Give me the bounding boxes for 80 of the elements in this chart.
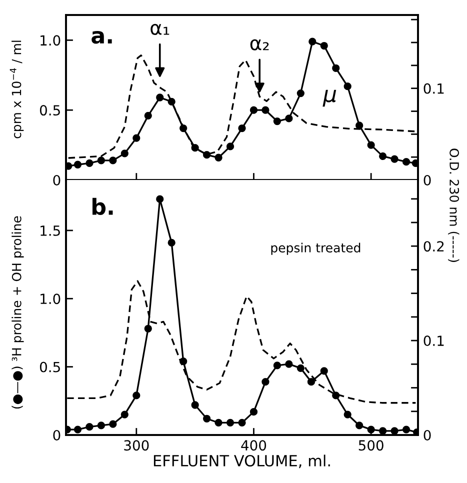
point bbox=[307, 378, 316, 386]
point bbox=[273, 362, 282, 370]
point bbox=[367, 426, 375, 434]
point bbox=[344, 410, 352, 418]
point bbox=[320, 367, 328, 375]
x-tick-label: 300 bbox=[124, 440, 149, 451]
point bbox=[402, 158, 410, 166]
point bbox=[226, 142, 234, 150]
point bbox=[156, 195, 164, 203]
y2-tick-label: 0 bbox=[424, 430, 431, 440]
y2-tick-label: 0 bbox=[424, 174, 431, 186]
y-tick-label: 1.0 bbox=[40, 294, 60, 304]
x-tick-label: 500 bbox=[358, 440, 384, 451]
point bbox=[168, 238, 176, 247]
point bbox=[120, 150, 128, 158]
point bbox=[132, 134, 140, 142]
annotation: α₁ bbox=[150, 24, 170, 35]
point bbox=[332, 392, 340, 400]
point bbox=[109, 420, 117, 428]
point bbox=[202, 414, 211, 422]
point bbox=[402, 426, 410, 434]
point bbox=[320, 42, 328, 50]
annotation: α₂ bbox=[250, 39, 269, 50]
x-tick-label: 400 bbox=[241, 440, 266, 451]
y-tick-label: 1.5 bbox=[40, 226, 60, 236]
x-axis-title: EFFLUENT VOLUME, ml. bbox=[154, 454, 330, 468]
point bbox=[86, 159, 94, 168]
point bbox=[238, 124, 246, 132]
point bbox=[378, 152, 387, 160]
y2-tick-label: 0.1 bbox=[424, 83, 444, 94]
annotation: pepsin treated bbox=[271, 242, 360, 255]
point bbox=[214, 154, 222, 162]
point bbox=[214, 418, 222, 427]
point bbox=[109, 156, 117, 164]
y-tick-label: 1.0 bbox=[40, 35, 60, 46]
point bbox=[308, 38, 316, 46]
y2-tick-label: 0.2 bbox=[424, 241, 444, 252]
point bbox=[296, 89, 304, 98]
point bbox=[132, 392, 140, 400]
annotation: a. bbox=[92, 30, 112, 44]
y2-axis-title: O.D. 230 nm (-----) bbox=[448, 148, 460, 262]
point bbox=[97, 422, 106, 430]
y-tick-label: 0.5 bbox=[40, 105, 60, 116]
point bbox=[86, 423, 94, 431]
point bbox=[285, 114, 293, 122]
point bbox=[97, 156, 106, 164]
point bbox=[250, 106, 258, 114]
point bbox=[356, 122, 364, 130]
point bbox=[202, 151, 211, 159]
y2-tick-label: 0.1 bbox=[424, 336, 444, 346]
y-tick-label: 0.5 bbox=[40, 362, 60, 372]
point bbox=[156, 94, 164, 102]
point bbox=[390, 427, 398, 435]
point bbox=[74, 160, 82, 168]
point bbox=[191, 401, 199, 409]
point bbox=[262, 378, 270, 386]
point bbox=[344, 82, 352, 90]
point bbox=[273, 117, 282, 126]
point bbox=[238, 418, 246, 427]
y-tick-label: 0 bbox=[53, 430, 60, 440]
y-axis-title: cpm x 10$^{−4}$ / ml bbox=[10, 40, 24, 138]
annotation: μ bbox=[322, 90, 336, 107]
point bbox=[120, 410, 128, 418]
point bbox=[356, 422, 364, 430]
y-axis-title: (●—●) ³H proline + OH proline bbox=[12, 216, 24, 409]
point bbox=[285, 360, 293, 368]
point bbox=[226, 418, 234, 427]
point bbox=[367, 141, 375, 149]
point bbox=[390, 155, 398, 163]
point bbox=[144, 112, 152, 120]
y-tick-label: 0 bbox=[53, 174, 60, 186]
annotation: b. bbox=[92, 198, 113, 216]
point bbox=[378, 427, 387, 435]
point bbox=[296, 364, 304, 372]
point bbox=[412, 159, 418, 168]
point bbox=[74, 426, 82, 434]
point bbox=[250, 408, 258, 416]
point bbox=[144, 324, 152, 332]
point bbox=[262, 106, 270, 114]
point bbox=[332, 64, 340, 72]
